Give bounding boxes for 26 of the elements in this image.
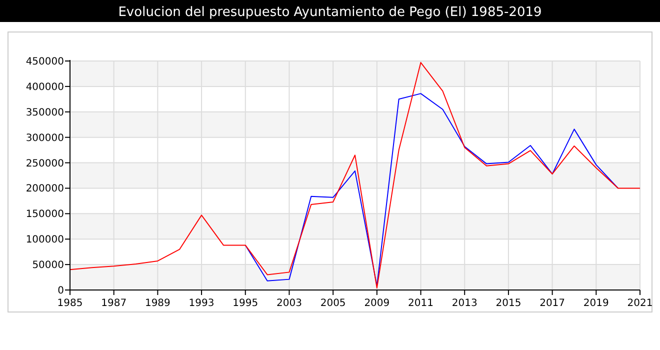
x-tick-label: 1985 <box>57 298 83 309</box>
x-tick-label: 2013 <box>452 298 478 309</box>
y-tick-label: 50000 <box>32 260 64 272</box>
x-tick-label: 2021 <box>627 298 653 309</box>
y-tick-label: 0 <box>58 286 64 296</box>
y-tick-label: 150000 <box>26 209 64 220</box>
x-tick-label: 1995 <box>232 298 258 309</box>
x-tick-label: 1989 <box>144 298 170 309</box>
y-tick-label: 450000 <box>26 56 64 68</box>
x-tick-label: 2015 <box>496 298 522 309</box>
y-tick-label: 200000 <box>26 184 64 195</box>
x-tick-label: 2009 <box>364 298 390 309</box>
x-tick-label: 2011 <box>408 298 434 309</box>
x-tick-label: 1987 <box>101 298 127 309</box>
y-tick-label: 400000 <box>26 82 64 93</box>
x-tick-label: 2019 <box>583 298 609 309</box>
y-tick-label: 300000 <box>26 132 64 144</box>
x-tick-label: 2005 <box>320 298 346 309</box>
y-tick-label: 350000 <box>26 107 64 118</box>
chart-title: Evolucion del presupuesto Ayuntamiento de Pego (El) 1985-2019 <box>118 5 542 20</box>
x-tick-label: 2017 <box>540 298 566 309</box>
x-tick-label: 2003 <box>276 298 302 309</box>
line-series <box>244 93 619 286</box>
y-tick-label: 250000 <box>26 158 64 170</box>
x-tick-label: 1993 <box>188 298 214 309</box>
y-tick-label: 100000 <box>26 234 64 246</box>
